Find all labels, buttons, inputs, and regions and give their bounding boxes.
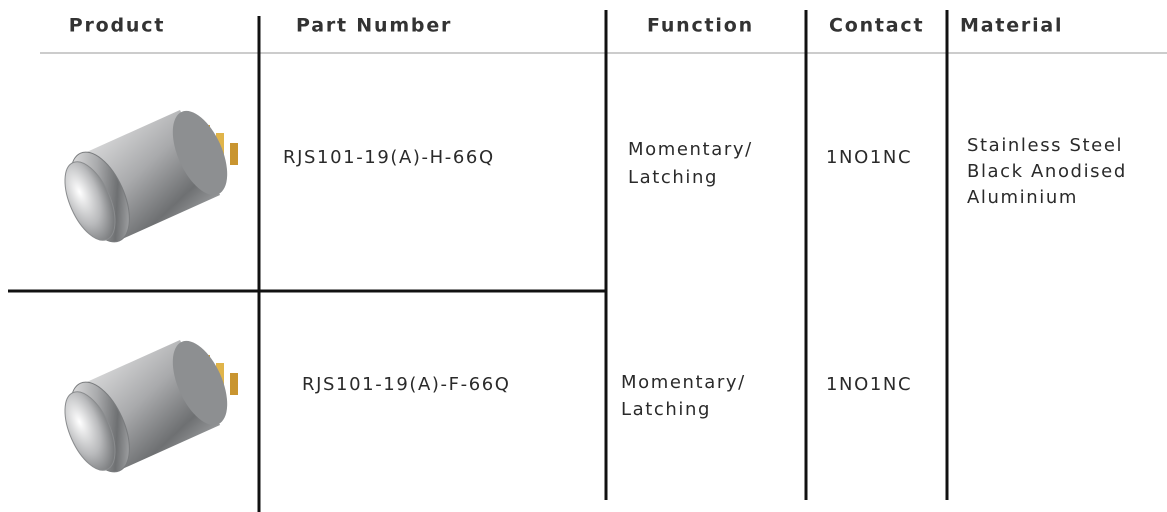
product-image [54, 102, 239, 252]
product-image [54, 332, 239, 482]
material: Stainless Steel [967, 135, 1123, 156]
part-number: RJS101-19(A)-F-66Q [302, 374, 511, 395]
contact: 1NO1NC [826, 147, 912, 168]
material: Black Anodised [967, 161, 1127, 182]
header-cell: Material [960, 15, 1063, 37]
function: Momentary/ [628, 139, 753, 160]
header-cell: Contact [829, 15, 924, 37]
header-cell: Function [647, 15, 754, 37]
material: Aluminium [967, 187, 1078, 208]
part-number: RJS101-19(A)-H-66Q [283, 147, 495, 168]
function: Momentary/ [621, 372, 746, 393]
contact: 1NO1NC [826, 374, 912, 395]
header-cell: Part Number [296, 15, 452, 37]
function: Latching [628, 167, 718, 188]
header-cell: Product [69, 15, 165, 37]
function: Latching [621, 399, 711, 420]
